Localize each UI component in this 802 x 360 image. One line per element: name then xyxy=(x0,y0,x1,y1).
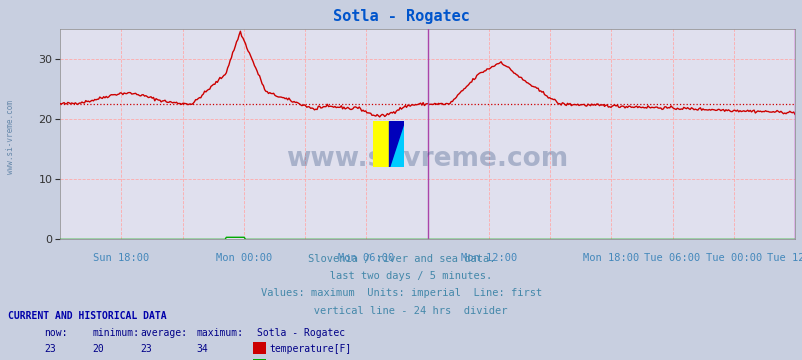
Text: minimum:: minimum: xyxy=(92,328,140,338)
Text: Values: maximum  Units: imperial  Line: first: Values: maximum Units: imperial Line: fi… xyxy=(261,288,541,298)
Text: Tue 00:00: Tue 00:00 xyxy=(705,253,761,263)
Text: vertical line - 24 hrs  divider: vertical line - 24 hrs divider xyxy=(295,306,507,316)
Text: CURRENT AND HISTORICAL DATA: CURRENT AND HISTORICAL DATA xyxy=(8,311,167,321)
Polygon shape xyxy=(388,121,403,167)
Text: Tue 12:00: Tue 12:00 xyxy=(766,253,802,263)
Text: www.si-vreme.com: www.si-vreme.com xyxy=(286,147,568,172)
Text: Mon 06:00: Mon 06:00 xyxy=(338,253,394,263)
Text: now:: now: xyxy=(44,328,67,338)
Text: temperature[F]: temperature[F] xyxy=(269,344,350,354)
Bar xyxy=(373,121,388,167)
Text: 34: 34 xyxy=(196,344,209,354)
Polygon shape xyxy=(388,121,403,167)
Text: Slovenia / river and sea data.: Slovenia / river and sea data. xyxy=(307,254,495,264)
Text: Sotla - Rogatec: Sotla - Rogatec xyxy=(333,9,469,24)
Text: Tue 06:00: Tue 06:00 xyxy=(643,253,700,263)
Text: Sun 18:00: Sun 18:00 xyxy=(93,253,149,263)
Text: Mon 12:00: Mon 12:00 xyxy=(460,253,516,263)
Text: Sotla - Rogatec: Sotla - Rogatec xyxy=(257,328,345,338)
Text: Mon 18:00: Mon 18:00 xyxy=(582,253,638,263)
Text: maximum:: maximum: xyxy=(196,328,244,338)
Text: 23: 23 xyxy=(140,344,152,354)
Text: last two days / 5 minutes.: last two days / 5 minutes. xyxy=(310,271,492,281)
Text: Mon 00:00: Mon 00:00 xyxy=(216,253,272,263)
Text: 20: 20 xyxy=(92,344,104,354)
Text: 23: 23 xyxy=(44,344,56,354)
Text: www.si-vreme.com: www.si-vreme.com xyxy=(6,100,15,174)
Text: average:: average: xyxy=(140,328,188,338)
